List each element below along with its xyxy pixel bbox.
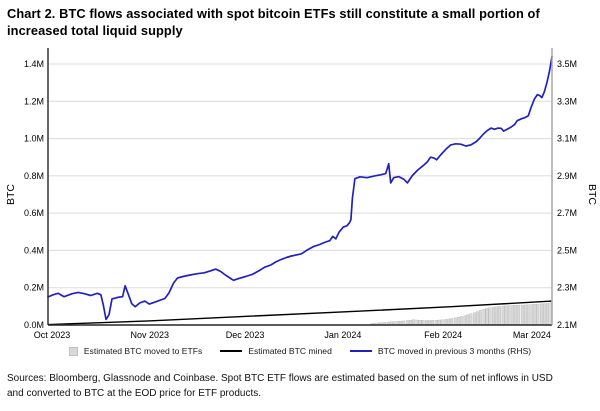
etf-bar	[479, 310, 482, 326]
etf-bar	[498, 306, 501, 326]
left-axis-ticks: 0.0M 0.2M 0.4M 0.6M 0.8M 1.0M 1.2M 1.4M	[24, 59, 44, 330]
chart-legend: Estimated BTC moved to ETFs Estimated BTC…	[0, 346, 600, 356]
left-tick-label: 1.4M	[24, 59, 44, 69]
etf-bar	[546, 303, 549, 326]
etf-bar	[453, 317, 457, 326]
left-tick-label: 0.2M	[24, 283, 44, 293]
right-tick-label: 2.3M	[557, 283, 577, 293]
etf-bar	[450, 318, 454, 326]
right-tick-label: 2.7M	[557, 208, 577, 218]
legend-line-swatch	[220, 350, 243, 352]
x-tick-label: Jan 2024	[324, 330, 361, 340]
x-tick-label: Mar 2024	[513, 330, 551, 340]
right-tick-label: 3.3M	[557, 96, 577, 106]
etf-bars	[370, 302, 553, 326]
right-tick-label: 3.1M	[557, 134, 577, 144]
etf-bar	[536, 303, 540, 326]
etf-bar	[469, 313, 473, 326]
etf-bar	[447, 318, 451, 326]
etf-bar	[520, 304, 524, 326]
right-tick-label: 2.5M	[557, 245, 577, 255]
legend-label: Estimated BTC moved to ETFs	[83, 346, 203, 356]
etf-bar	[492, 306, 495, 326]
etf-bar	[533, 304, 537, 326]
etf-bar	[511, 305, 515, 326]
etf-bar	[514, 305, 518, 326]
right-axis-ticks: 2.1M 2.3M 2.5M 2.7M 2.9M 3.1M 3.3M 3.5M	[557, 59, 577, 330]
right-tick-label: 2.9M	[557, 171, 577, 181]
etf-bar	[485, 308, 489, 326]
x-tick-label: Dec 2023	[226, 330, 265, 340]
left-axis-title: BTC	[5, 184, 17, 205]
left-tick-label: 1.0M	[24, 134, 44, 144]
legend-item-2: BTC moved in previous 3 months (RHS)	[349, 346, 532, 356]
legend-item-0: Estimated BTC moved to ETFs	[68, 346, 203, 356]
etf-bar	[526, 304, 530, 326]
left-tick-label: 0.8M	[24, 171, 44, 181]
etf-bar	[463, 315, 467, 326]
gridlines	[48, 63, 552, 289]
right-tick-label: 2.1M	[557, 320, 577, 330]
chart-canvas: 0.0M 0.2M 0.4M 0.6M 0.8M 1.0M 1.2M 1.4M 2.1M 2.3M…	[5, 48, 598, 340]
source-note: Sources: Bloomberg, Glassnode and Coinba…	[7, 373, 553, 399]
etf-bar	[488, 307, 492, 326]
legend-line-swatch	[349, 350, 372, 352]
moved-3m-line	[47, 55, 553, 321]
legend-label: BTC moved in previous 3 months (RHS)	[377, 346, 532, 356]
etf-bar	[466, 314, 470, 326]
right-axis-title: BTC	[586, 184, 598, 205]
etf-bar	[540, 303, 543, 326]
left-tick-label: 0.4M	[24, 245, 44, 255]
etf-bar	[507, 305, 511, 326]
chart-title: Chart 2. BTC flows associated with spot …	[7, 6, 540, 38]
etf-bar	[530, 304, 534, 326]
etf-bar	[476, 311, 479, 326]
etf-bar	[456, 317, 460, 326]
left-tick-label: 1.2M	[24, 96, 44, 106]
legend-item-1: Estimated BTC mined	[220, 346, 332, 356]
etf-bar	[543, 303, 546, 326]
x-tick-label: Oct 2023	[34, 330, 71, 340]
etf-bar	[444, 319, 448, 326]
x-tick-label: Feb 2024	[424, 330, 462, 340]
etf-bar	[517, 305, 521, 326]
etf-bar	[523, 304, 527, 326]
etf-bar	[504, 305, 508, 326]
etf-bar	[495, 306, 498, 326]
mined-line	[47, 300, 553, 326]
x-tick-label: Nov 2023	[131, 330, 170, 340]
right-tick-label: 3.5M	[557, 59, 577, 69]
legend-bar-swatch	[68, 346, 78, 356]
x-axis-ticks: Oct 2023 Nov 2023 Dec 2023 Jan 2024 Feb 2024…	[34, 330, 551, 340]
legend-label: Estimated BTC mined	[248, 346, 332, 356]
left-tick-label: 0.6M	[24, 208, 44, 218]
etf-bar	[473, 312, 476, 326]
etf-bar	[482, 309, 486, 326]
left-tick-label: 0.0M	[24, 320, 44, 330]
etf-bar	[501, 305, 505, 326]
etf-bar	[459, 316, 463, 326]
